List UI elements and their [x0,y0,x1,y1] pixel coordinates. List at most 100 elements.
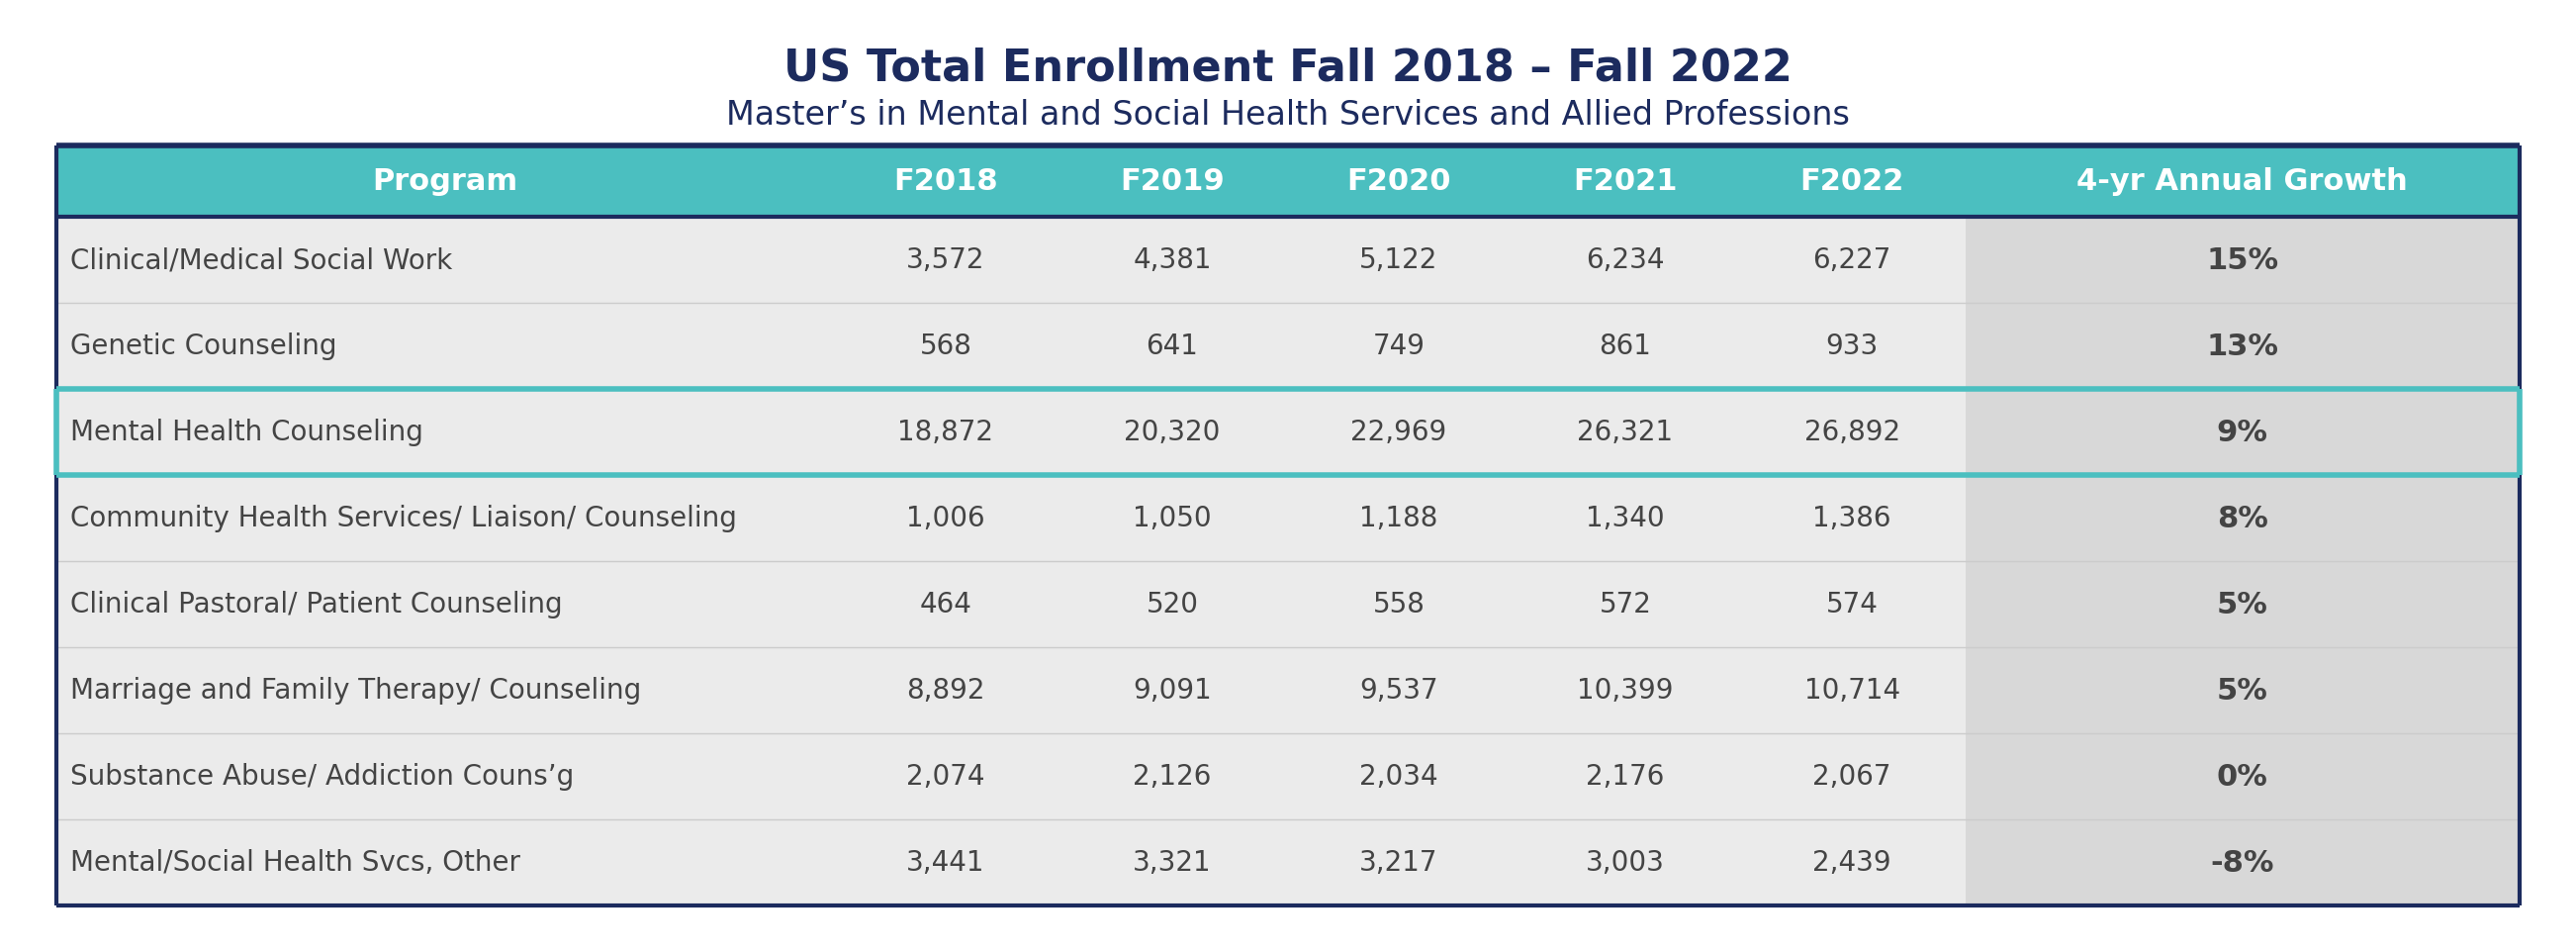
Bar [1059,733,1285,820]
Text: 0%: 0% [2215,762,2267,791]
Bar [57,648,832,733]
Bar [1965,303,2519,390]
Text: Mental Health Counseling: Mental Health Counseling [70,418,422,446]
Bar [1285,733,1512,820]
Text: 3,321: 3,321 [1133,848,1211,877]
Bar [1059,303,1285,390]
Bar [832,820,1059,905]
Text: 18,872: 18,872 [896,418,994,446]
Bar [57,303,832,390]
Text: 861: 861 [1600,333,1651,360]
Text: 1,340: 1,340 [1587,505,1664,533]
Text: US Total Enrollment Fall 2018 – Fall 2022: US Total Enrollment Fall 2018 – Fall 202… [783,48,1793,90]
Bar [57,820,832,905]
Text: -8%: -8% [2210,848,2275,877]
Text: 2,439: 2,439 [1814,848,1891,877]
Bar [832,733,1059,820]
Bar [1739,218,1965,303]
Text: Community Health Services/ Liaison/ Counseling: Community Health Services/ Liaison/ Coun… [70,505,737,533]
Text: 572: 572 [1600,591,1651,618]
Bar [832,561,1059,648]
Bar [1512,476,1739,561]
Bar [1059,476,1285,561]
Bar [1965,648,2519,733]
Bar [1739,476,1965,561]
Bar [1739,648,1965,733]
Text: 1,386: 1,386 [1814,505,1891,533]
Bar [1512,303,1739,390]
Text: 2,126: 2,126 [1133,763,1211,790]
Bar [1739,820,1965,905]
Text: 26,892: 26,892 [1803,418,1901,446]
Text: Mental/Social Health Svcs, Other: Mental/Social Health Svcs, Other [70,848,520,877]
Text: 3,003: 3,003 [1587,848,1664,877]
Bar [1512,561,1739,648]
Bar [1285,218,1512,303]
Bar [1965,733,2519,820]
Bar [1285,648,1512,733]
Text: 2,067: 2,067 [1814,763,1891,790]
Bar [1059,561,1285,648]
Bar [1965,561,2519,648]
Text: 9,091: 9,091 [1133,677,1211,705]
Bar [1512,820,1739,905]
Bar [1739,390,1965,476]
Text: F2020: F2020 [1347,167,1450,196]
Text: 15%: 15% [2205,246,2277,275]
Bar [1739,561,1965,648]
Bar [832,648,1059,733]
Bar [1965,820,2519,905]
Text: 8%: 8% [2215,504,2267,533]
Bar [1965,476,2519,561]
Text: F2022: F2022 [1801,167,1904,196]
Text: 3,217: 3,217 [1360,848,1437,877]
Text: 10,399: 10,399 [1577,677,1674,705]
Bar [1512,390,1739,476]
Bar [832,146,1059,218]
Text: 641: 641 [1146,333,1198,360]
Bar [832,218,1059,303]
Text: Clinical Pastoral/ Patient Counseling: Clinical Pastoral/ Patient Counseling [70,591,562,618]
Text: 5,122: 5,122 [1360,246,1437,274]
Text: 9,537: 9,537 [1360,677,1437,705]
Bar [1739,733,1965,820]
Bar [1965,218,2519,303]
Bar [1512,648,1739,733]
Text: 10,714: 10,714 [1803,677,1901,705]
Text: F2021: F2021 [1574,167,1677,196]
Text: 520: 520 [1146,591,1198,618]
Text: 4-yr Annual Growth: 4-yr Annual Growth [2076,167,2409,196]
Bar [832,476,1059,561]
Text: Clinical/Medical Social Work: Clinical/Medical Social Work [70,246,453,274]
Text: 13%: 13% [2205,332,2277,360]
Bar [57,390,832,476]
Text: 2,176: 2,176 [1587,763,1664,790]
Bar [1512,733,1739,820]
Bar [1739,303,1965,390]
Text: 749: 749 [1373,333,1425,360]
Text: 1,006: 1,006 [907,505,984,533]
Bar [57,561,832,648]
Text: 26,321: 26,321 [1577,418,1674,446]
Bar [1285,390,1512,476]
Text: 464: 464 [920,591,971,618]
Text: 2,074: 2,074 [907,763,984,790]
Text: 20,320: 20,320 [1123,418,1221,446]
Text: 22,969: 22,969 [1350,418,1448,446]
Text: Marriage and Family Therapy/ Counseling: Marriage and Family Therapy/ Counseling [70,677,641,705]
Text: 9%: 9% [2215,418,2267,447]
Bar [1285,303,1512,390]
Bar [832,390,1059,476]
Text: 4,381: 4,381 [1133,246,1211,274]
Text: 1,050: 1,050 [1133,505,1211,533]
Text: 6,234: 6,234 [1587,246,1664,274]
Bar [1285,820,1512,905]
Bar [57,733,832,820]
Text: 5%: 5% [2215,591,2267,619]
Text: 3,441: 3,441 [907,848,984,877]
Text: 3,572: 3,572 [907,246,984,274]
Bar [1059,820,1285,905]
Bar [1285,146,1512,218]
Bar [57,218,832,303]
Text: 2,034: 2,034 [1360,763,1437,790]
